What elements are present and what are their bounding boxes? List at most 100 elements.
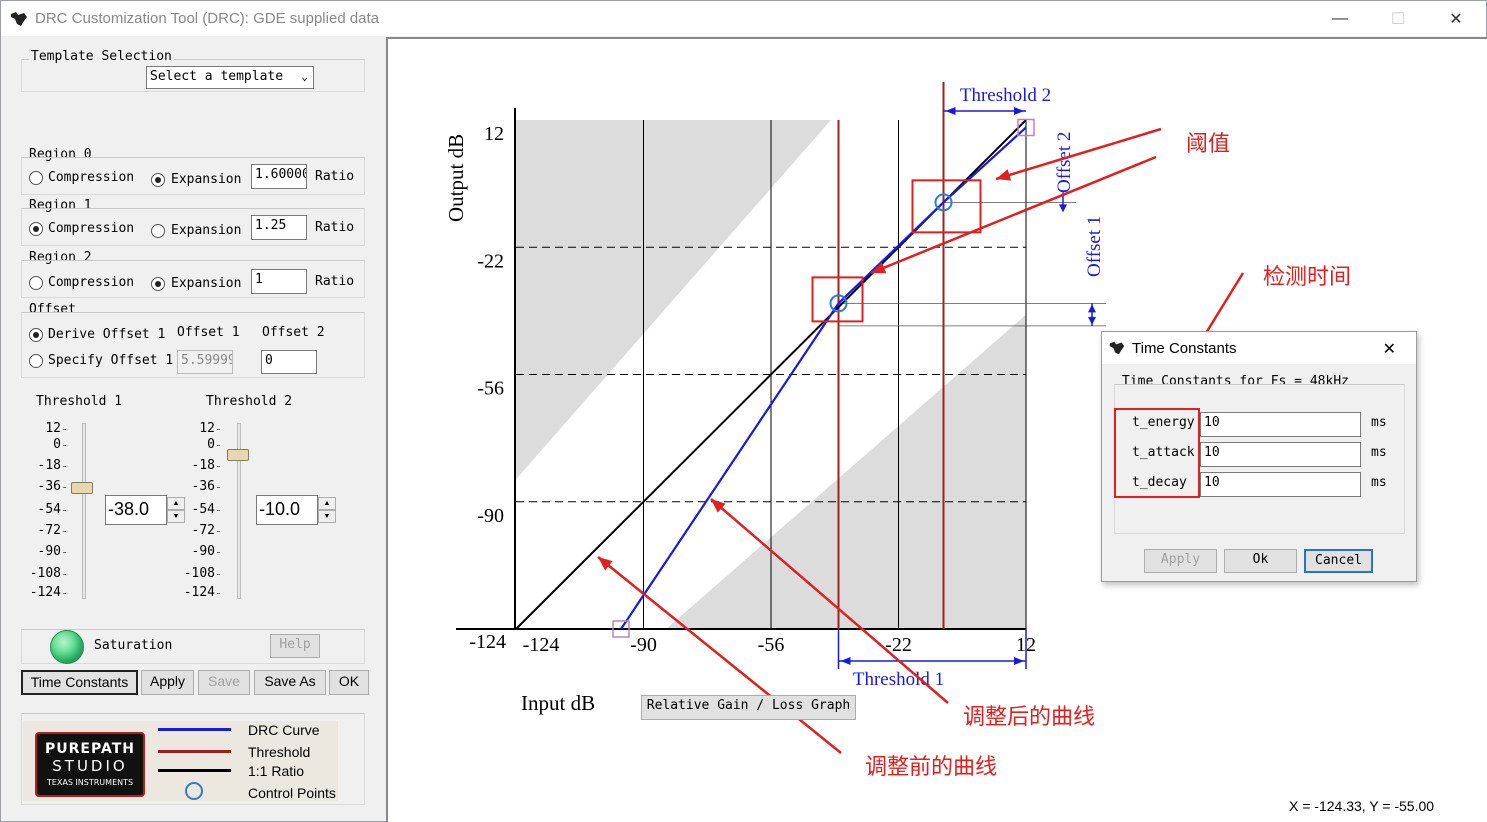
slider-tick-mark (63, 593, 66, 594)
threshold1-slider-track[interactable] (82, 423, 86, 599)
slider-tick-label: -72 (191, 523, 215, 538)
relative-gain-graph-button[interactable]: Relative Gain / Loss Graph (641, 695, 856, 720)
annotation-threshold: 阈值 (1186, 132, 1231, 157)
slider-tick-label: 0 (53, 437, 61, 452)
minimize-button[interactable]: — (1332, 9, 1348, 27)
region2-expansion-label: Expansion (171, 276, 242, 291)
offset2-label: Offset 2 (262, 325, 325, 340)
threshold2-slider-thumb[interactable] (227, 448, 249, 461)
offset1-label: Offset 1 (177, 325, 240, 340)
time-constant-input[interactable]: 10 (1200, 442, 1361, 467)
region0-compression-radio[interactable] (29, 171, 43, 185)
derive-offset-radio[interactable] (29, 328, 43, 342)
saturation-led-icon (50, 630, 84, 664)
threshold1-label: Threshold 1 (36, 394, 123, 409)
close-button[interactable]: ✕ (1449, 10, 1463, 28)
logo-line2: STUDIO (52, 757, 128, 775)
drc-curve (620, 126, 1027, 630)
slider-tick-mark (63, 487, 66, 488)
offset-group-label: Offset (29, 302, 76, 317)
slider-tick-label: -124 (183, 585, 215, 600)
time-constants-dialog: Time Constants ✕ Time Constants for Fs =… (1101, 331, 1417, 582)
arrow-down-icon (1088, 316, 1096, 325)
region0-ratio-label: Ratio (315, 169, 355, 184)
dialog-close-button[interactable]: ✕ (1382, 341, 1396, 358)
threshold1-slider-thumb[interactable] (71, 482, 93, 495)
control-point-1[interactable] (829, 294, 848, 313)
dialog-apply-button[interactable]: Apply (1144, 549, 1217, 573)
template-select[interactable]: Select a template ⌄ (146, 66, 314, 89)
annotation-after-curve: 调整后的曲线 (963, 705, 1096, 730)
slider-tick-label: 0 (207, 437, 215, 452)
x-axis-label: Input dB (521, 691, 595, 715)
help-button[interactable]: Help (270, 634, 320, 658)
dialog-cancel-button[interactable]: Cancel (1304, 549, 1373, 573)
offset2-dimension-label: Offset 2 (1054, 132, 1075, 193)
slider-tick-label: -18 (191, 458, 215, 473)
title-bar: DRC Customization Tool (DRC): GDE suppli… (1, 1, 1486, 36)
offset1-input[interactable]: 5.59999 (177, 350, 233, 374)
template-group-label: Template Selection (29, 49, 174, 64)
curve-endpoint-start[interactable] (612, 620, 630, 638)
ok-button[interactable]: OK (329, 670, 369, 695)
y-tick-label: -90 (477, 505, 504, 527)
threshold2-spin-buttons[interactable]: ▲ ▼ (318, 497, 336, 523)
time-constants-button[interactable]: Time Constants (21, 670, 138, 695)
slider-tick-label: -90 (191, 544, 215, 559)
legend-item-label: Threshold (248, 744, 311, 760)
slider-tick-mark (217, 510, 220, 511)
save-button[interactable]: Save (198, 670, 250, 695)
region1-compression-radio[interactable] (29, 222, 43, 236)
region0-expansion-radio[interactable] (151, 173, 165, 187)
region2-ratio-input[interactable]: 1 (251, 269, 307, 294)
threshold1-spin-buttons[interactable]: ▲ ▼ (167, 497, 185, 523)
time-constant-input[interactable]: 10 (1200, 412, 1361, 437)
annotation-arrow-after-curve (710, 498, 949, 704)
region0-ratio-input[interactable]: 1.60000 (251, 164, 307, 189)
spin-up-icon[interactable]: ▲ (167, 497, 185, 510)
region2-expansion-radio[interactable] (151, 277, 165, 291)
curve-endpoint-end[interactable] (1017, 118, 1035, 137)
maximize-button[interactable]: ☐ (1390, 10, 1406, 28)
logo-line1: PUREPATH (45, 741, 135, 757)
ti-logo-icon (11, 11, 27, 26)
control-point-2[interactable] (934, 193, 953, 212)
time-constant-unit: ms (1371, 415, 1387, 430)
template-select-value: Select a template (150, 69, 284, 84)
save-as-button[interactable]: Save As (254, 670, 326, 695)
time-constant-label: t_energy (1132, 415, 1195, 430)
saturation-label: Saturation (94, 638, 173, 653)
arrow-up-icon (1088, 304, 1096, 313)
region2-compression-radio[interactable] (29, 276, 43, 290)
spin-down-icon[interactable]: ▼ (167, 510, 185, 523)
y-tick-label: -22 (477, 250, 504, 272)
threshold2-label: Threshold 2 (206, 394, 293, 409)
spin-up-icon[interactable]: ▲ (318, 497, 336, 510)
apply-button[interactable]: Apply (141, 670, 194, 695)
threshold1-spinbox[interactable]: -38.0 (105, 495, 167, 525)
x-tick-label: -22 (885, 634, 912, 656)
derive-offset-label: Derive Offset 1 (48, 327, 166, 342)
threshold2-slider-track[interactable] (237, 423, 241, 599)
arrow-left-icon (945, 107, 956, 115)
ti-logo-icon (1109, 341, 1125, 355)
threshold2-spinbox[interactable]: -10.0 (256, 495, 318, 525)
shaded-band-upper (516, 120, 831, 480)
slider-tick-label: -124 (29, 585, 61, 600)
specify-offset-radio[interactable] (29, 354, 43, 368)
dialog-title-bar: Time Constants ✕ (1102, 332, 1416, 364)
offset2-input[interactable]: 0 (261, 350, 317, 374)
template-group (21, 59, 365, 92)
spin-down-icon[interactable]: ▼ (318, 510, 336, 523)
region1-expansion-radio[interactable] (151, 224, 165, 238)
time-constant-input[interactable]: 10 (1200, 472, 1361, 497)
slider-tick-mark (63, 466, 66, 467)
y-axis-label: Output dB (444, 134, 468, 222)
region1-ratio-input[interactable]: 1.25 (251, 215, 307, 240)
x-tick-label: -56 (758, 634, 785, 656)
slider-tick-label: 12 (199, 421, 215, 436)
arrowhead-icon (711, 499, 726, 513)
dialog-ok-button[interactable]: Ok (1224, 549, 1297, 573)
